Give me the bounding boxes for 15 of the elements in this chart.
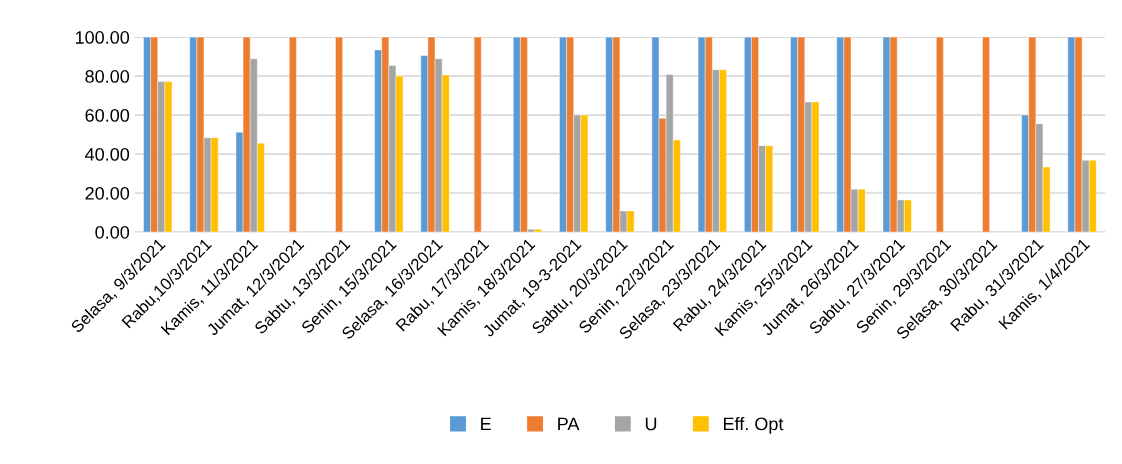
legend-label: E: [481, 417, 491, 431]
y-tick-label: 80.00: [85, 70, 130, 83]
legend-label: Eff. Opt: [724, 417, 784, 434]
y-tick-label: 40.00: [85, 147, 130, 161]
y-tick-label: 60.00: [85, 109, 130, 122]
legend-label: PA: [558, 417, 580, 431]
y-tick-label: 100.00: [75, 31, 130, 44]
bar: [473, 37, 482, 232]
bar: [982, 37, 990, 232]
y-tick-label: 0.00: [95, 225, 130, 239]
bar: [936, 37, 944, 232]
legend-label: U: [645, 417, 657, 431]
bar: [335, 37, 343, 232]
y-tick-label: 20.00: [85, 186, 130, 200]
bar: [289, 37, 297, 232]
